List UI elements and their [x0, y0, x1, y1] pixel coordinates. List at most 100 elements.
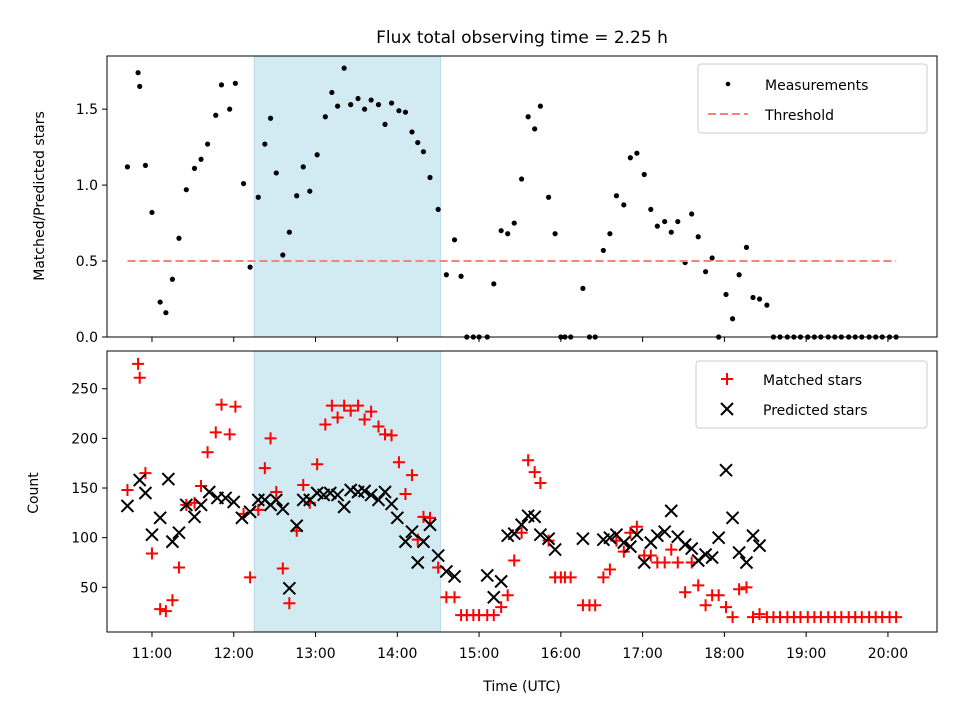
y-tick-label: 200 [71, 431, 98, 447]
measurement-point [668, 229, 674, 235]
predicted-star-point [623, 539, 638, 554]
matched-star-point [159, 605, 172, 618]
top-legend-box [697, 63, 928, 134]
predicted-star-point [405, 525, 419, 539]
measurement-point [232, 80, 238, 86]
matched-star-point [564, 571, 577, 584]
measurement-point [675, 218, 681, 225]
matched-star-point [372, 420, 385, 433]
predicted-star-point [576, 531, 590, 546]
measurement-point [580, 285, 586, 291]
predicted-star-point [507, 526, 521, 541]
predicted-star-point [650, 528, 665, 543]
measurement-point [451, 237, 458, 243]
predicted-star-point [684, 541, 699, 556]
predicted-star-point [282, 581, 297, 596]
top-x-ticks [151, 337, 889, 342]
matched-star-point [252, 503, 265, 516]
matched-star-point [603, 563, 616, 576]
measurement-point [409, 129, 415, 135]
predicted-star-point [398, 534, 413, 549]
measurement-point [764, 302, 770, 308]
predicted-star-point [269, 493, 283, 507]
measurement-point [198, 156, 204, 162]
predicted-star-point [153, 511, 167, 525]
matched-star-point [215, 398, 228, 411]
predicted-star-point [533, 527, 548, 542]
matched-star-point [617, 545, 630, 558]
matched-star-point [132, 357, 145, 370]
matched-star-point [244, 571, 257, 584]
measurement-point [396, 108, 402, 114]
legend-measurements: Measurements [765, 78, 868, 94]
predicted-star-point [480, 568, 494, 583]
measurement-point [648, 206, 654, 213]
predicted-star-point [133, 473, 147, 487]
predicted-star-point [487, 590, 501, 604]
measurement-point [525, 114, 531, 120]
predicted-star-point [711, 530, 726, 545]
measurement-point [273, 170, 279, 176]
measurement-point [355, 95, 361, 102]
measurement-point [662, 218, 668, 225]
highlight-span [253, 55, 442, 338]
measurement-point [322, 114, 328, 120]
measurement-point [368, 97, 374, 103]
matched-star-point [331, 411, 344, 424]
matched-star-point [665, 543, 678, 556]
measurement-point [240, 180, 247, 187]
matched-star-point [699, 599, 712, 612]
measurement-point [552, 231, 558, 237]
measurement-point [247, 264, 253, 270]
matched-star-point [399, 487, 412, 500]
legend-threshold: Threshold [764, 108, 834, 124]
matched-star-point [258, 462, 271, 475]
predicted-star-point [202, 485, 216, 499]
x-tick-label: 12:00 [214, 646, 254, 662]
measurement-point [518, 176, 525, 182]
matched-star-point [528, 466, 541, 479]
predicted-star-point [447, 569, 462, 584]
matched-star-point [276, 562, 289, 575]
legend-matched-stars: Matched stars [763, 373, 862, 389]
matched-star-point [319, 418, 332, 431]
measurement-point [641, 171, 647, 178]
measurement-point [756, 296, 763, 302]
x-tick-label: 16:00 [541, 646, 581, 662]
predicted-star-point [179, 498, 194, 512]
x-axis-label: Time (UTC) [482, 679, 560, 695]
top-axes-frame [106, 55, 938, 338]
measurement-point [286, 229, 292, 235]
measurement-point [382, 121, 388, 127]
measurement-point [163, 310, 169, 316]
predicted-star-point [172, 525, 186, 540]
measurement-point [621, 202, 627, 208]
x-tick-label: 20:00 [868, 646, 908, 662]
measurement-point [218, 82, 225, 88]
predicted-star-point [243, 505, 257, 519]
legend-x-marker [720, 402, 734, 416]
bottom-axes-frame [106, 350, 938, 633]
measurement-point [300, 164, 306, 170]
measurement-point [709, 255, 715, 261]
bottom-panel: Count Time (UTC) 50 100 150 200 250 11:00 12:… [26, 350, 938, 695]
matched-star-point [679, 586, 692, 599]
measurement-point [375, 102, 382, 108]
predicted-star-point [752, 538, 767, 553]
measurement-point [169, 276, 176, 282]
matched-star-point [542, 534, 555, 547]
chart-title: Flux total observing time = 2.25 h [376, 28, 668, 48]
measurement-point [314, 152, 320, 158]
matched-star-point [740, 581, 753, 594]
matched-star-point [365, 405, 378, 418]
predicted-star-point [416, 534, 431, 549]
measurement-point [627, 155, 633, 161]
predicted-star-point [739, 555, 754, 570]
measurement-point [537, 103, 543, 109]
measurement-point [157, 299, 163, 305]
matched-star-point [270, 485, 283, 498]
measurement-point [341, 65, 347, 71]
x-tick-label: 13:00 [295, 646, 335, 662]
measurement-point [149, 209, 155, 216]
